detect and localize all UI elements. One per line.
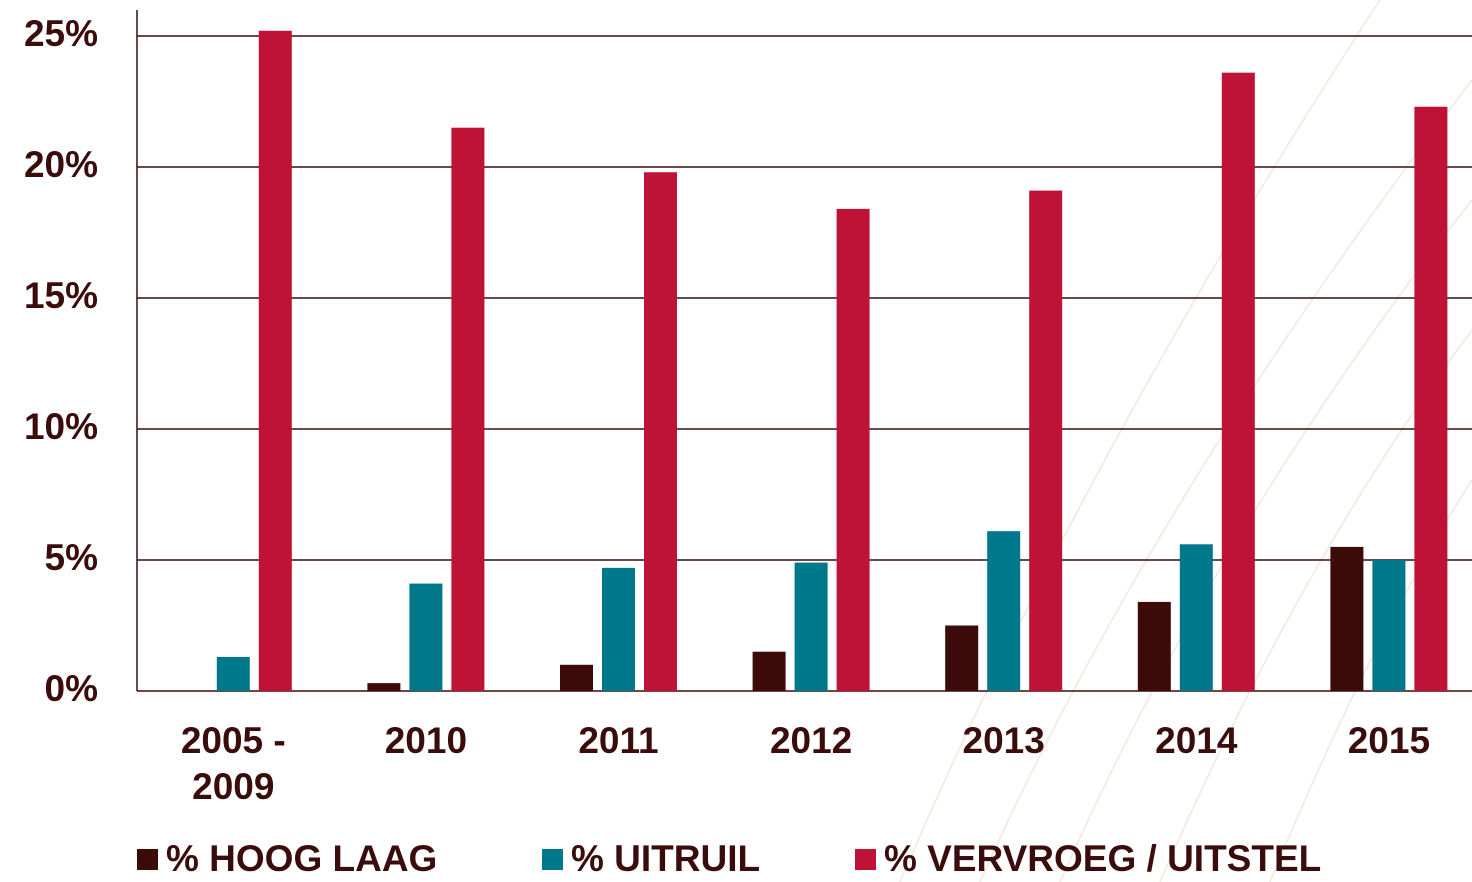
y-tick-label: 5% xyxy=(45,537,98,578)
x-tick-label: 2005 - 2009 xyxy=(180,720,286,807)
legend-item: % UITRUIL xyxy=(542,838,760,880)
background-decoration xyxy=(899,0,1472,882)
bar xyxy=(945,625,979,691)
x-tick-label: 2012 xyxy=(769,720,853,761)
bar xyxy=(1330,546,1364,691)
y-tick-label: 15% xyxy=(24,275,98,316)
x-tick-label: 2015 xyxy=(1347,720,1431,761)
y-tick-label: 10% xyxy=(24,406,98,447)
bar xyxy=(752,651,786,691)
y-tick-label: 25% xyxy=(24,13,98,54)
legend-label: % HOOG LAAG xyxy=(166,838,438,879)
y-tick-label: 20% xyxy=(24,144,98,185)
x-tick-label: 2010 xyxy=(384,720,468,761)
bar xyxy=(602,567,635,691)
bar xyxy=(1414,106,1448,692)
legend-swatch xyxy=(855,848,876,870)
x-tick-label: 2013 xyxy=(962,720,1045,761)
bar xyxy=(367,683,401,691)
bar xyxy=(258,30,292,691)
bar xyxy=(451,127,485,691)
bar xyxy=(1029,190,1063,691)
decor-line xyxy=(979,79,1472,882)
decor-line xyxy=(899,0,1381,882)
bar xyxy=(836,208,870,692)
bar xyxy=(1221,72,1255,692)
bar xyxy=(644,172,677,692)
legend-swatch xyxy=(137,848,158,870)
bar xyxy=(1137,601,1171,691)
bar xyxy=(216,656,250,691)
legend-swatch xyxy=(542,848,563,870)
bar xyxy=(560,664,593,691)
decor-line xyxy=(1059,199,1472,882)
bar xyxy=(1372,560,1406,691)
bar xyxy=(794,562,828,691)
legend-item: % VERVROEG / UITSTEL xyxy=(855,838,1321,880)
legend-label: % VERVROEG / UITSTEL xyxy=(884,838,1322,879)
x-tick-label: 2011 xyxy=(578,720,659,761)
legend-label: % UITRUIL xyxy=(571,838,761,879)
legend-item: % HOOG LAAG xyxy=(137,838,437,880)
bar xyxy=(409,583,443,691)
x-tick-label: 2014 xyxy=(1155,720,1238,761)
y-tick-label: 0% xyxy=(45,668,98,709)
bar xyxy=(987,531,1021,691)
bar xyxy=(1179,544,1213,691)
